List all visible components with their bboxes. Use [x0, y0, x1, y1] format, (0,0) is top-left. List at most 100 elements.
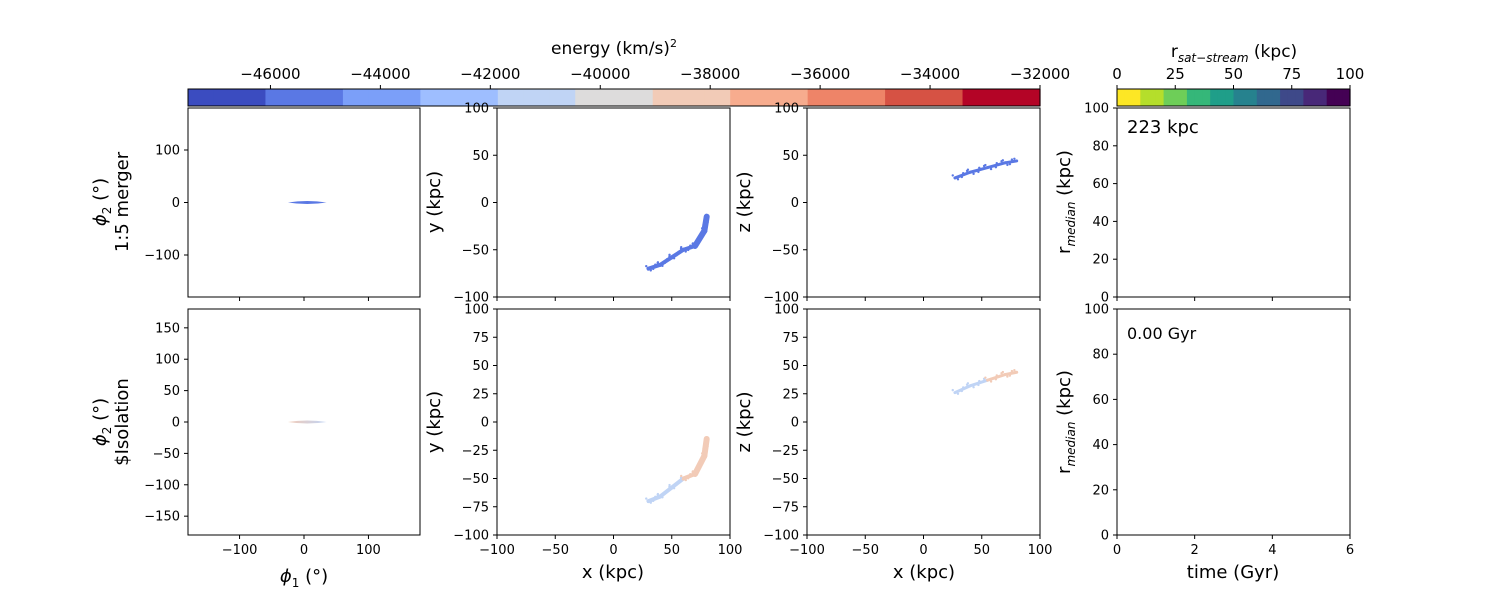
rsat-colorbar-frame — [1116, 88, 1351, 107]
colorbar-segment — [859, 89, 886, 106]
stream-particle — [960, 389, 964, 393]
x-tick-label: −100 — [479, 543, 515, 558]
stream-particle — [668, 485, 671, 489]
stream-segment — [669, 476, 686, 490]
stream-particle — [675, 483, 678, 486]
y-tick-label: 150 — [155, 321, 180, 336]
x-tick-label: 0 — [609, 543, 617, 558]
colorbar-tick-label: −42000 — [460, 65, 520, 83]
panel-xz-isolation: −100 −75 −50 −25 0 25 50 75 100 −100 −50 0 50 100 — [763, 303, 1052, 559]
y-tick-label: 0 — [172, 196, 180, 211]
stream-particle — [977, 383, 980, 387]
x-tick-label: 6 — [1346, 543, 1354, 558]
y-tick-label: 50 — [163, 384, 180, 399]
colorbar-segment — [1311, 89, 1320, 106]
colorbar-segment — [1225, 89, 1235, 106]
y-tick-label: 40 — [1092, 215, 1109, 230]
stream-particle — [962, 386, 965, 389]
colorbar-tick-label: 75 — [1282, 65, 1301, 83]
stream-particle — [705, 438, 708, 442]
colorbar-segment — [1272, 89, 1281, 106]
colorbar-tick-label: 0 — [1112, 65, 1122, 83]
stream-particle — [697, 238, 700, 241]
colorbar-segment — [601, 89, 628, 106]
colorbar-segment — [1186, 89, 1196, 106]
stream-particle — [684, 478, 687, 482]
stream-particle — [654, 263, 657, 266]
y-tick-label: 50 — [472, 359, 489, 374]
y-tick-label: −75 — [462, 500, 489, 515]
y-tick-label: 0 — [791, 196, 799, 211]
x-tick-label: −50 — [542, 543, 569, 558]
x-tick-label: 0 — [1113, 543, 1121, 558]
colorbar-segment — [342, 89, 370, 106]
colorbar-segment — [652, 89, 680, 106]
x-tick-label: −50 — [852, 543, 879, 558]
colorbar-tick-label: 25 — [1166, 65, 1185, 83]
stream-particle — [663, 261, 667, 265]
stream-particle — [962, 171, 965, 175]
colorbar-tick-label: −34000 — [900, 65, 960, 83]
stream-particle — [649, 269, 652, 272]
colorbar-segment — [1264, 89, 1273, 106]
colorbar-segment — [1014, 89, 1041, 106]
colorbar-segment — [420, 89, 447, 106]
colorbar-tick-label: −46000 — [240, 65, 300, 83]
stream-particle — [1008, 162, 1012, 166]
stream-particle — [956, 392, 960, 395]
colorbar-segment — [1155, 89, 1165, 106]
colorbar-segment — [1256, 89, 1266, 106]
stream-particle — [984, 163, 987, 167]
stream-particle — [951, 388, 954, 392]
distance-annotation: 223 kpc — [1127, 117, 1199, 138]
colorbar-segment — [1295, 89, 1304, 106]
energy-colorbar-ticks: −46000 −44000 −42000 −40000 −38000 −36000 −340… — [240, 65, 1070, 89]
stream-segment — [692, 452, 708, 477]
x-tick-label: 100 — [1028, 543, 1053, 558]
row-label: 1:5 merger — [112, 151, 133, 252]
stream-segment — [968, 166, 990, 174]
colorbar-segment — [678, 89, 705, 106]
stream-particle — [677, 480, 680, 483]
stream-particle — [689, 472, 692, 476]
y-tick-label: 100 — [155, 144, 180, 159]
x-kpc-xlabel: x (kpc) — [893, 562, 955, 583]
time-annotation: 0.00 Gyr — [1127, 324, 1197, 343]
axes-frame — [806, 308, 1041, 536]
colorbar-segment — [1117, 89, 1126, 106]
colorbar-segment — [1303, 89, 1312, 106]
stream-segment — [646, 494, 663, 504]
colorbar-segment — [807, 89, 835, 106]
stream-particle — [701, 455, 704, 459]
stream-particle — [675, 254, 678, 257]
stream-particle — [665, 489, 669, 492]
colorbar-segment — [239, 89, 267, 106]
stream-particle — [995, 161, 998, 165]
y-tick-label: 0 — [791, 416, 799, 431]
time-xlabel: time (Gyr) — [1187, 562, 1279, 583]
colorbar-tick-label: −44000 — [350, 65, 410, 83]
x-tick-label: 0 — [300, 543, 308, 558]
x-tick-label: 100 — [718, 543, 743, 558]
row-label: $Isolation — [112, 378, 133, 466]
stream-mark — [287, 201, 327, 204]
stream-particle — [966, 382, 970, 385]
energy-colorbar-label: energy (km/s)2 — [551, 37, 677, 59]
stream-mark — [287, 420, 327, 424]
rmedian-ylabel: rmedian (kpc) — [1054, 150, 1078, 254]
colorbar-segment — [1171, 89, 1180, 106]
y-tick-label: 50 — [472, 149, 489, 164]
y-tick-label: −100 — [453, 291, 489, 306]
stream-particle — [699, 463, 703, 466]
colorbar-segment — [1249, 89, 1258, 106]
stream-particle — [702, 223, 705, 227]
colorbar-tick-label: −40000 — [570, 65, 630, 83]
colorbar-segment — [291, 89, 318, 106]
y-tick-label: 75 — [472, 331, 489, 346]
stream-segment — [953, 384, 972, 395]
stream-particle — [972, 386, 975, 389]
y-tick-label: −50 — [772, 472, 799, 487]
colorbar-segment — [368, 89, 396, 106]
x-tick-label: −100 — [789, 543, 825, 558]
stream-particle — [705, 215, 708, 219]
